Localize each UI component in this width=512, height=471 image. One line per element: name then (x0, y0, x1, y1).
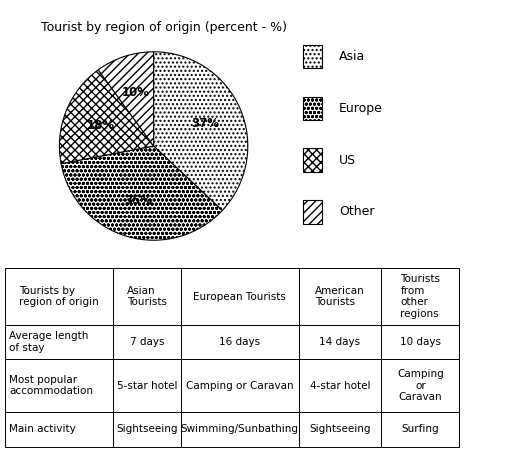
Bar (181, 268, 298, 325)
Text: Surfing: Surfing (401, 424, 439, 434)
Text: European Tourists: European Tourists (193, 292, 286, 301)
Text: Camping
or
Caravan: Camping or Caravan (397, 369, 444, 402)
Text: 10 days: 10 days (400, 337, 441, 347)
Text: Tourists
from
other
regions: Tourists from other regions (400, 274, 440, 319)
Text: Swimming/Sunbathing: Swimming/Sunbathing (181, 424, 298, 434)
Bar (181, 325, 298, 359)
Bar (181, 359, 298, 412)
FancyBboxPatch shape (303, 97, 322, 120)
Text: 35%: 35% (124, 194, 152, 207)
Text: Other: Other (339, 205, 375, 219)
Text: Camping or Caravan: Camping or Caravan (186, 381, 293, 390)
Text: 4-star hotel: 4-star hotel (310, 381, 370, 390)
Text: 7 days: 7 days (130, 337, 164, 347)
Bar (381, 359, 459, 412)
Text: Sightseeing: Sightseeing (309, 424, 371, 434)
Text: American
Tourists: American Tourists (315, 286, 365, 308)
Text: Sightseeing: Sightseeing (116, 424, 178, 434)
Bar (113, 325, 181, 359)
Bar (113, 359, 181, 412)
Text: Main activity: Main activity (9, 424, 76, 434)
Bar (298, 268, 381, 325)
Bar (5, 268, 113, 325)
Text: Most popular
accommodation: Most popular accommodation (9, 375, 93, 397)
Bar (113, 268, 181, 325)
Wedge shape (61, 146, 222, 240)
Text: 14 days: 14 days (319, 337, 360, 347)
Text: 16 days: 16 days (219, 337, 260, 347)
Wedge shape (59, 70, 154, 163)
Text: 10%: 10% (122, 86, 150, 99)
Bar (5, 325, 113, 359)
Bar (298, 412, 381, 447)
Text: Tourist by region of origin (percent - %): Tourist by region of origin (percent - %… (41, 21, 287, 34)
Text: Asia: Asia (339, 50, 366, 63)
Bar (381, 412, 459, 447)
Bar (298, 325, 381, 359)
Text: Average length
of stay: Average length of stay (9, 332, 89, 353)
Text: 18%: 18% (87, 119, 115, 132)
Bar (5, 412, 113, 447)
Bar (181, 412, 298, 447)
Text: Asian
Tourists: Asian Tourists (127, 286, 167, 308)
Text: 5-star hotel: 5-star hotel (117, 381, 177, 390)
Wedge shape (98, 52, 154, 146)
Bar (381, 325, 459, 359)
Text: Tourists by
region of origin: Tourists by region of origin (19, 286, 99, 308)
Text: US: US (339, 154, 356, 167)
Bar (298, 359, 381, 412)
Bar (5, 359, 113, 412)
FancyBboxPatch shape (303, 45, 322, 68)
FancyBboxPatch shape (303, 200, 322, 224)
Wedge shape (154, 52, 248, 211)
Text: 37%: 37% (191, 117, 220, 130)
FancyBboxPatch shape (303, 148, 322, 172)
Bar (381, 268, 459, 325)
Text: Europe: Europe (339, 102, 383, 115)
Bar (113, 412, 181, 447)
